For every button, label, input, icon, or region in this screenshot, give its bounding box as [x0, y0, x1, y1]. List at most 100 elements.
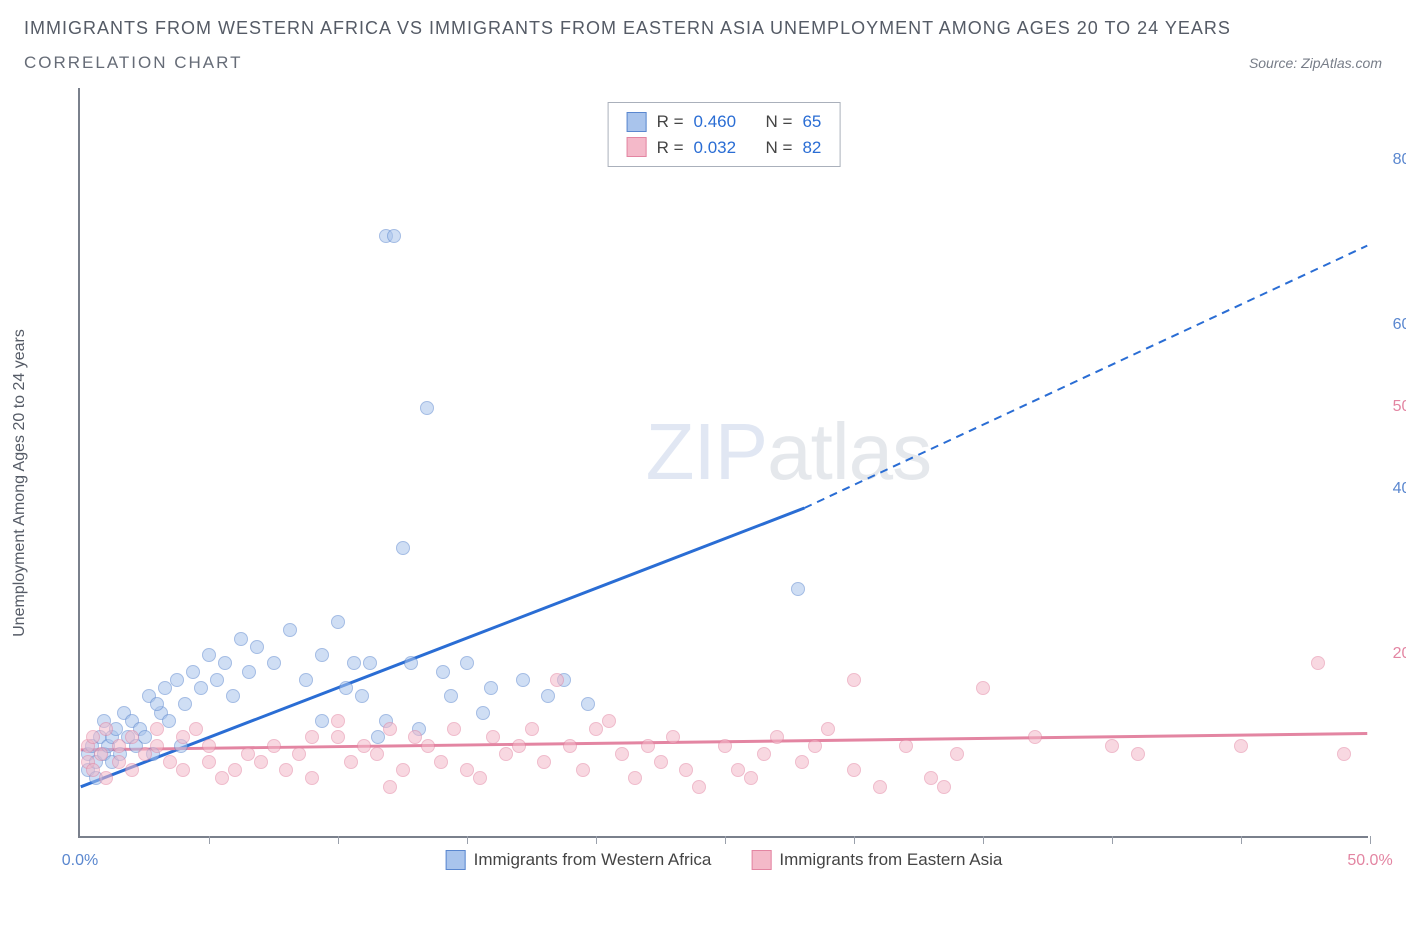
- x-tick: [1241, 836, 1242, 844]
- scatter-point: [242, 665, 256, 679]
- scatter-point: [112, 739, 126, 753]
- legend-stats: R = 0.460 N = 65R = 0.032 N = 82: [608, 102, 841, 167]
- legend-label: Immigrants from Western Africa: [474, 850, 712, 870]
- scatter-point: [267, 656, 281, 670]
- scatter-point: [873, 780, 887, 794]
- scatter-point: [1105, 739, 1119, 753]
- legend-item: Immigrants from Western Africa: [446, 850, 712, 870]
- scatter-point: [218, 656, 232, 670]
- chart-subtitle: CORRELATION CHART: [24, 53, 243, 73]
- scatter-point: [254, 755, 268, 769]
- legend-swatch: [627, 137, 647, 157]
- stat-n-value: 65: [802, 109, 821, 135]
- stat-n-label: N =: [766, 135, 793, 161]
- scatter-point: [512, 739, 526, 753]
- watermark-bold: ZIP: [646, 407, 767, 496]
- y-tick-label: 80.0%: [1393, 151, 1406, 169]
- scatter-point: [537, 755, 551, 769]
- scatter-point: [331, 615, 345, 629]
- legend-series: Immigrants from Western AfricaImmigrants…: [446, 850, 1003, 870]
- scatter-point: [99, 722, 113, 736]
- scatter-point: [1311, 656, 1325, 670]
- trend-lines: [80, 98, 1368, 836]
- scatter-point: [550, 673, 564, 687]
- header: IMMIGRANTS FROM WESTERN AFRICA VS IMMIGR…: [0, 0, 1406, 73]
- watermark: ZIPatlas: [646, 406, 931, 498]
- x-tick-label: 0.0%: [62, 852, 98, 870]
- scatter-point: [94, 747, 108, 761]
- scatter-point: [408, 730, 422, 744]
- scatter-point: [666, 730, 680, 744]
- scatter-point: [387, 229, 401, 243]
- scatter-point: [189, 722, 203, 736]
- legend-swatch: [627, 112, 647, 132]
- scatter-point: [434, 755, 448, 769]
- scatter-point: [821, 722, 835, 736]
- watermark-thin: atlas: [767, 407, 931, 496]
- scatter-point: [339, 681, 353, 695]
- scatter-point: [138, 730, 152, 744]
- stat-r-label: R =: [657, 135, 684, 161]
- scatter-point: [202, 755, 216, 769]
- scatter-point: [486, 730, 500, 744]
- scatter-point: [731, 763, 745, 777]
- stat-r-label: R =: [657, 109, 684, 135]
- scatter-point: [602, 714, 616, 728]
- scatter-point: [331, 730, 345, 744]
- scatter-point: [404, 656, 418, 670]
- scatter-point: [357, 739, 371, 753]
- scatter-point: [210, 673, 224, 687]
- scatter-point: [86, 730, 100, 744]
- x-tick: [1112, 836, 1113, 844]
- scatter-point: [1028, 730, 1042, 744]
- scatter-point: [791, 582, 805, 596]
- scatter-point: [757, 747, 771, 761]
- scatter-point: [383, 780, 397, 794]
- y-tick-label: 60.0%: [1393, 316, 1406, 334]
- scatter-point: [176, 763, 190, 777]
- scatter-point: [202, 648, 216, 662]
- scatter-point: [315, 714, 329, 728]
- scatter-point: [305, 730, 319, 744]
- x-tick-label: 50.0%: [1347, 852, 1392, 870]
- scatter-point: [370, 747, 384, 761]
- scatter-point: [331, 714, 345, 728]
- chart-title: IMMIGRANTS FROM WESTERN AFRICA VS IMMIGR…: [24, 18, 1382, 39]
- scatter-point: [950, 747, 964, 761]
- legend-swatch: [751, 850, 771, 870]
- chart: Unemployment Among Ages 20 to 24 years Z…: [60, 98, 1390, 868]
- scatter-point: [347, 656, 361, 670]
- scatter-point: [226, 689, 240, 703]
- scatter-point: [563, 739, 577, 753]
- scatter-point: [641, 739, 655, 753]
- scatter-point: [679, 763, 693, 777]
- scatter-point: [363, 656, 377, 670]
- scatter-point: [241, 747, 255, 761]
- scatter-point: [1131, 747, 1145, 761]
- scatter-point: [125, 763, 139, 777]
- scatter-point: [1337, 747, 1351, 761]
- y-axis-label: Unemployment Among Ages 20 to 24 years: [11, 329, 29, 637]
- x-tick: [467, 836, 468, 844]
- scatter-point: [299, 673, 313, 687]
- scatter-point: [150, 739, 164, 753]
- scatter-point: [581, 697, 595, 711]
- x-tick: [209, 836, 210, 844]
- legend-swatch: [446, 850, 466, 870]
- scatter-point: [1234, 739, 1248, 753]
- scatter-point: [654, 755, 668, 769]
- scatter-point: [202, 739, 216, 753]
- scatter-point: [344, 755, 358, 769]
- scatter-point: [541, 689, 555, 703]
- scatter-point: [250, 640, 264, 654]
- legend-stat-row: R = 0.032 N = 82: [627, 135, 822, 161]
- scatter-point: [186, 665, 200, 679]
- scatter-point: [808, 739, 822, 753]
- scatter-point: [234, 632, 248, 646]
- scatter-point: [718, 739, 732, 753]
- x-tick: [854, 836, 855, 844]
- scatter-point: [396, 763, 410, 777]
- scatter-point: [99, 771, 113, 785]
- scatter-point: [292, 747, 306, 761]
- scatter-point: [279, 763, 293, 777]
